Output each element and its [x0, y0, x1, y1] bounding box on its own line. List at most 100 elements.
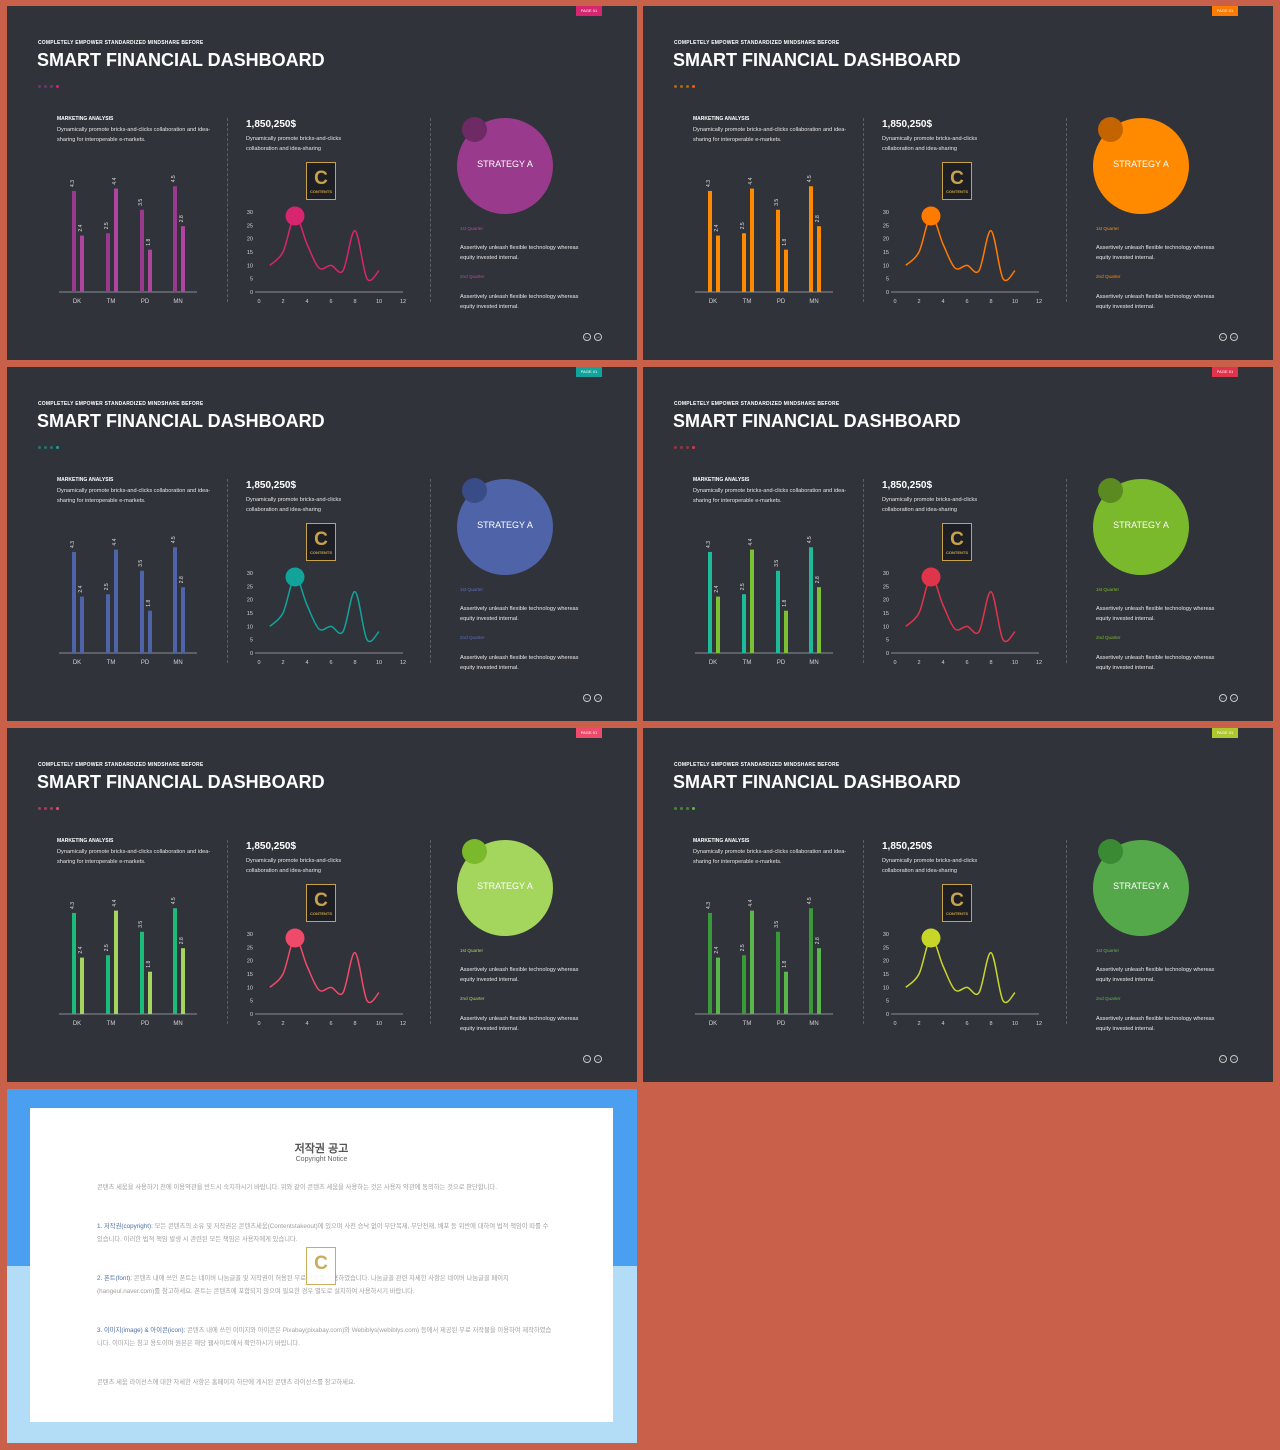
next-arrow-icon[interactable]: → [1230, 333, 1238, 341]
line-peak-marker [285, 928, 305, 948]
y-tick-label: 0 [250, 1012, 253, 1018]
prev-arrow-icon[interactable]: ← [1219, 694, 1227, 702]
page-badge: PAGE 01 [576, 728, 602, 738]
bar-value-label: 4.3 [706, 180, 712, 187]
bar-dk-s2 [716, 957, 720, 1014]
slide-subtitle: COMPLETELY EMPOWER STANDARDIZED MINDSHAR… [38, 401, 204, 407]
notice-heading-image: 3. 이미지(image) & 아이콘(icon): [97, 1327, 186, 1334]
quarter-1-label: 1st Quarter [1096, 948, 1119, 953]
x-tick-label: 2 [281, 1021, 284, 1027]
divider [227, 118, 228, 302]
next-arrow-icon[interactable]: → [594, 694, 602, 702]
strategy-circle-small [462, 478, 487, 503]
bar-mn-s1 [809, 547, 813, 653]
indicator-dot [680, 446, 683, 449]
prev-arrow-icon[interactable]: ← [1219, 1055, 1227, 1063]
quarter-1-label: 1st Quarter [1096, 587, 1119, 592]
indicator-dot [692, 446, 695, 449]
dashboard-slide-3: PAGE 01 COMPLETELY EMPOWER STANDARDIZED M… [7, 367, 637, 721]
slide-title: SMART FINANCIAL DASHBOARD [673, 772, 961, 792]
slide-navigation: ← → [583, 1055, 605, 1073]
bar-category-label: DK [709, 299, 717, 305]
bar-value-label: 1.8 [782, 600, 788, 607]
x-tick-label: 6 [329, 299, 332, 305]
notice-heading-copyright: 1. 저작권(copyright): [97, 1223, 153, 1230]
quarter-1-text: Assertively unleash flexible technology … [460, 967, 579, 983]
bar-category-label: DK [73, 1021, 81, 1027]
indicator-dot [680, 85, 683, 88]
bar-value-label: 2.5 [740, 944, 746, 951]
y-tick-label: 20 [883, 237, 889, 243]
bar-category-label: DK [73, 299, 81, 305]
page-indicator-dots [674, 85, 698, 89]
quarter-2-label: 2nd Quarter [1096, 635, 1121, 640]
quarter-1-text: Assertively unleash flexible technology … [1096, 245, 1215, 261]
notice-text-font: 콘텐츠 내에 쓰인 폰트는 네이버 나눔글꼴 및 저작권이 허용된 무료 폰트를… [97, 1275, 509, 1295]
divider [430, 118, 431, 302]
bar-category-label: MN [809, 660, 818, 666]
y-tick-label: 15 [883, 250, 889, 256]
y-tick-label: 5 [250, 999, 253, 1005]
x-tick-label: 10 [1012, 1021, 1018, 1027]
next-arrow-icon[interactable]: → [1230, 1055, 1238, 1063]
page-badge: PAGE 01 [1212, 728, 1238, 738]
prev-arrow-icon[interactable]: ← [583, 1055, 591, 1063]
bar-category-label: MN [809, 1021, 818, 1027]
bar-pd-s1 [776, 209, 780, 292]
next-arrow-icon[interactable]: → [594, 1055, 602, 1063]
bar-dk-s2 [80, 596, 84, 653]
slide-subtitle: COMPLETELY EMPOWER STANDARDIZED MINDSHAR… [38, 40, 204, 46]
quarter-1-text: Assertively unleash flexible technology … [460, 245, 579, 261]
bar-category-label: MN [173, 660, 182, 666]
bar-category-label: PD [141, 299, 150, 305]
bar-tm-s2 [750, 549, 754, 653]
next-arrow-icon[interactable]: → [594, 333, 602, 341]
bar-value-label: 4.4 [748, 899, 754, 906]
quarter-1-label: 1st Quarter [460, 587, 483, 592]
x-tick-label: 12 [400, 660, 406, 666]
bar-value-label: 1.8 [146, 239, 152, 246]
prev-arrow-icon[interactable]: ← [583, 694, 591, 702]
dashboard-slide-6: PAGE 01 COMPLETELY EMPOWER STANDARDIZED M… [643, 728, 1273, 1082]
x-tick-label: 8 [353, 299, 356, 305]
prev-arrow-icon[interactable]: ← [583, 333, 591, 341]
prev-arrow-icon[interactable]: ← [1219, 333, 1227, 341]
bar-value-label: 2.8 [179, 937, 185, 944]
y-tick-label: 25 [247, 223, 253, 229]
x-tick-label: 2 [281, 299, 284, 305]
next-arrow-icon[interactable]: → [1230, 694, 1238, 702]
notice-paragraph-image: 3. 이미지(image) & 아이콘(icon): 콘텐츠 내에 쓰인 이미지… [97, 1324, 552, 1350]
x-tick-label: 6 [965, 1021, 968, 1027]
amount-value: 1,850,250$ [882, 841, 933, 852]
line-series-path [905, 576, 1016, 643]
quarter-2-text: Assertively unleash flexible technology … [1096, 655, 1215, 671]
indicator-dot [674, 85, 677, 88]
slide-navigation: ← → [1219, 694, 1241, 712]
x-tick-label: 0 [257, 1021, 260, 1027]
x-tick-label: 6 [329, 1021, 332, 1027]
bar-category-label: DK [709, 660, 717, 666]
bar-mn-s1 [173, 186, 177, 292]
bar-category-label: MN [173, 299, 182, 305]
bar-category-label: TM [743, 299, 752, 305]
strategy-circle-small [1098, 117, 1123, 142]
marketing-analysis-desc: Dynamically promote bricks-and-clicks co… [57, 127, 211, 143]
bar-pd-s1 [776, 570, 780, 653]
quarter-2-label: 2nd Quarter [1096, 996, 1121, 1001]
indicator-dot [44, 446, 47, 449]
bar-pd-s2 [784, 971, 788, 1014]
page-badge: PAGE 01 [1212, 367, 1238, 377]
y-tick-label: 30 [247, 932, 253, 938]
page-badge: PAGE 01 [1212, 6, 1238, 16]
bar-category-label: PD [141, 1021, 150, 1027]
y-tick-label: 0 [250, 290, 253, 296]
x-tick-label: 6 [965, 299, 968, 305]
bar-tm-s2 [114, 910, 118, 1014]
bar-dk-s2 [716, 596, 720, 653]
bar-value-label: 2.5 [104, 944, 110, 951]
line-peak-marker [921, 206, 941, 226]
x-tick-label: 4 [941, 660, 944, 666]
slide-title: SMART FINANCIAL DASHBOARD [673, 411, 961, 431]
